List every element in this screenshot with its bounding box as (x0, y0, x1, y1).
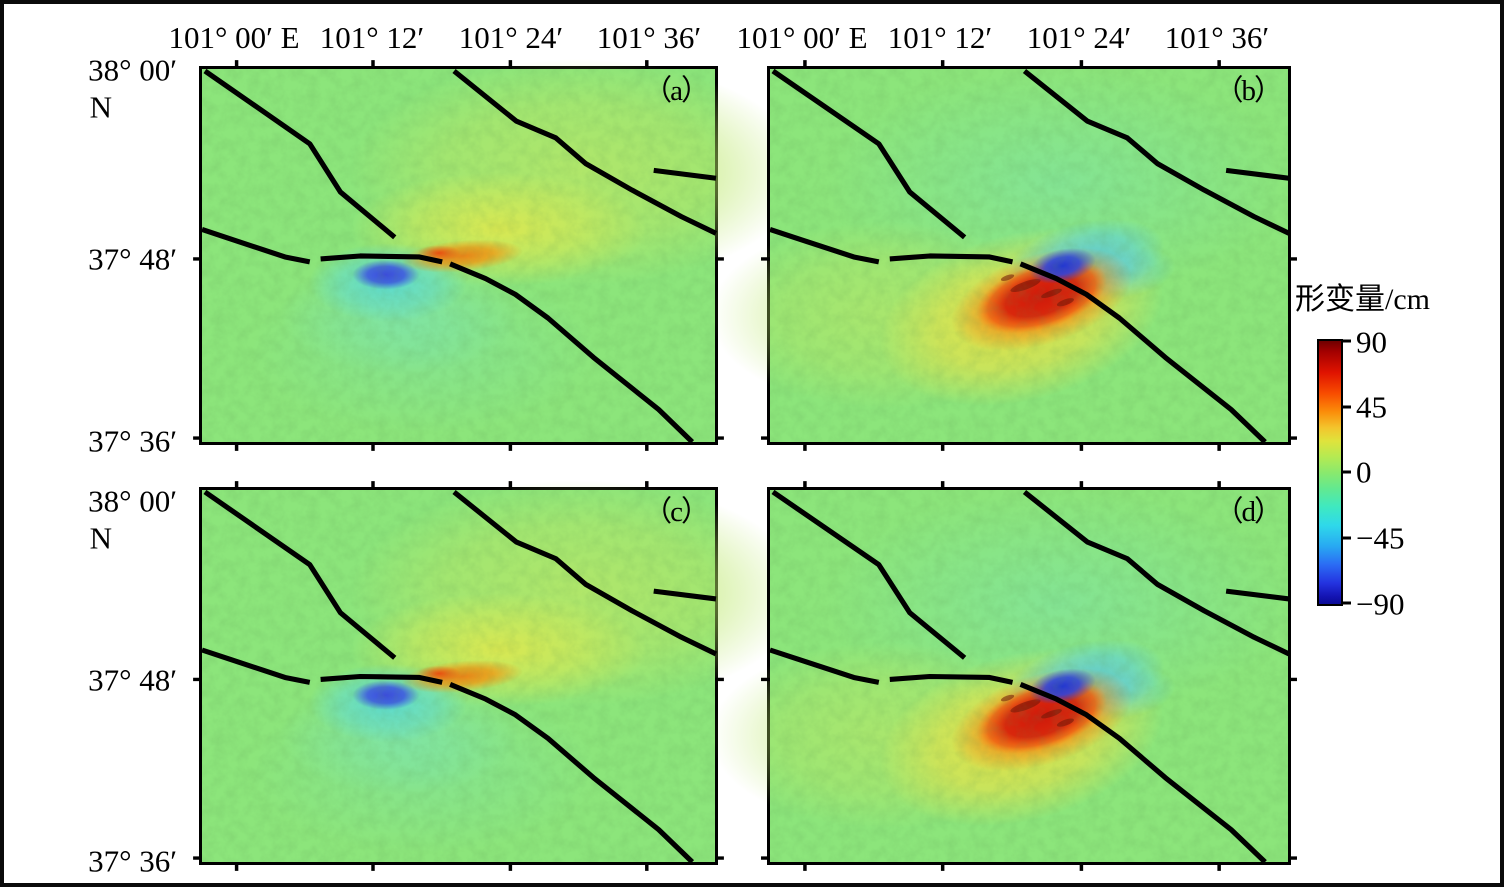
panel-a-map: （a） (199, 66, 718, 445)
y-tick-label: 37° 36′ (88, 423, 177, 459)
colorbar-gradient (1317, 339, 1343, 606)
colorbar-tick (1343, 405, 1351, 409)
colorbar-tick (1343, 470, 1351, 474)
colorbar-tick-label: 90 (1356, 324, 1387, 360)
deformation-map-c (202, 490, 715, 862)
panel-c-label: （c） (643, 496, 710, 528)
colorbar-tick-label: −90 (1356, 586, 1405, 622)
panel-d-label: （d） (1214, 496, 1283, 528)
deformation-map-b (770, 69, 1288, 442)
x-tick-label: 101° 00′ E (736, 20, 868, 55)
deformation-map-d (770, 490, 1288, 862)
panel-d-map: （d） (767, 487, 1291, 865)
colorbar-tick (1343, 339, 1351, 343)
y-tick-label: 37° 48′ (88, 662, 177, 698)
x-tick-label: 101° 24′ (458, 20, 564, 55)
colorbar-tick (1343, 536, 1351, 540)
x-tick-label: 101° 24′ (1026, 20, 1132, 55)
hemisphere-label: N (89, 89, 112, 125)
y-tick-label: 38° 00′ (88, 52, 177, 88)
hemisphere-label: N (89, 520, 112, 556)
panel-b-map: （b） (767, 66, 1291, 445)
x-tick-label: 101° 00′ E (168, 20, 300, 55)
panel-a-label: （a） (643, 75, 710, 107)
x-tick-label: 101° 36′ (1164, 20, 1270, 55)
colorbar-title: 形变量/cm (1295, 283, 1430, 316)
panel-b-label: （b） (1214, 75, 1283, 107)
panel-c-map: （c） (199, 487, 718, 865)
y-tick-label: 37° 48′ (88, 241, 177, 277)
colorbar-tick-label: −45 (1356, 520, 1405, 556)
y-tick-label: 37° 36′ (88, 843, 177, 879)
y-tick-label: 38° 00′ (88, 483, 177, 519)
colorbar-tick (1343, 601, 1351, 605)
colorbar-tick-label: 0 (1356, 454, 1372, 490)
x-tick-label: 101° 12′ (319, 20, 425, 55)
x-tick-label: 101° 36′ (596, 20, 702, 55)
deformation-map-a (202, 69, 715, 442)
x-tick-label: 101° 12′ (887, 20, 993, 55)
colorbar-tick-label: 45 (1356, 389, 1387, 425)
